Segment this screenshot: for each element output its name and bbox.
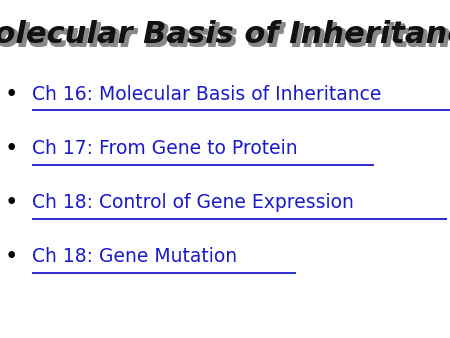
Text: Ch 16: Molecular Basis of Inheritance: Ch 16: Molecular Basis of Inheritance xyxy=(32,85,381,104)
Text: Molecular Basis of Inheritance: Molecular Basis of Inheritance xyxy=(0,22,450,51)
Text: Ch 18: Gene Mutation: Ch 18: Gene Mutation xyxy=(32,247,237,266)
Text: Molecular Basis of Inheritance: Molecular Basis of Inheritance xyxy=(0,24,450,53)
Text: •: • xyxy=(4,137,18,160)
Text: •: • xyxy=(4,191,18,214)
Text: •: • xyxy=(4,245,18,268)
Text: Molecular Basis of Inheritance: Molecular Basis of Inheritance xyxy=(0,24,450,53)
Text: Ch 17: From Gene to Protein: Ch 17: From Gene to Protein xyxy=(32,139,297,158)
Text: Molecular Basis of Inheritance: Molecular Basis of Inheritance xyxy=(0,23,450,52)
Text: •: • xyxy=(4,83,18,106)
Text: Molecular Basis of Inheritance: Molecular Basis of Inheritance xyxy=(0,20,450,49)
Text: Molecular Basis of Inheritance: Molecular Basis of Inheritance xyxy=(0,22,450,51)
Text: Ch 18: Control of Gene Expression: Ch 18: Control of Gene Expression xyxy=(32,193,353,212)
